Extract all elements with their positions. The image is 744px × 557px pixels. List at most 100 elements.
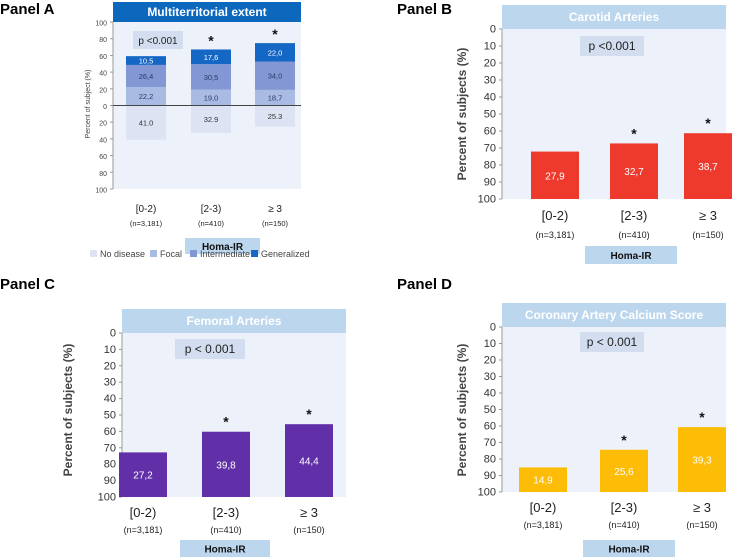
bar-segment-no-disease [255,105,295,127]
y-axis-label: Percent of subjects (%) [455,48,469,181]
chart-title: Carotid Arteries [569,10,660,24]
bar [202,431,250,497]
x-axis-label: Homa-IR [204,545,246,556]
y-tick-label: 30 [104,377,116,389]
legend-swatch [251,250,258,257]
bar-segment-intermediate [191,64,231,90]
data-label: 30,5 [204,73,219,82]
significance-star: * [705,115,711,131]
y-tick-label: 90 [104,475,116,487]
data-label: 25,6 [614,467,634,478]
y-tick-label: 80 [99,171,107,178]
bar-segment-focal [255,89,295,106]
y-tick-label: 0 [490,24,496,36]
y-tick-label: 90 [484,177,496,189]
chart-title: Multiterritorial extent [147,5,266,19]
data-label: 41.0 [139,119,154,128]
x-tick-label: [0-2) [136,204,157,215]
x-tick-label: [2-3) [213,505,240,520]
bar [678,427,726,492]
chart-title-bar [502,303,726,327]
x-axis-label-box [583,540,675,557]
p-value-box [175,339,245,359]
sample-size-label: (n=150) [262,219,289,228]
y-tick-label: 30 [484,75,496,87]
y-tick-label: 20 [104,360,116,372]
y-tick-label: 0 [490,322,496,334]
significance-star: * [621,432,627,448]
chart-title-bar [113,2,301,22]
y-tick-label: 50 [484,404,496,416]
x-tick-label: ≥ 3 [693,500,711,515]
x-tick-label: [2-3) [611,500,638,515]
y-tick-label: 100 [95,21,107,28]
legend-swatch [190,250,197,257]
data-label: 26,4 [139,72,154,81]
sample-size-label: (n=3,181) [130,219,163,228]
bar-segment-generalized [191,49,231,65]
data-label: 10,5 [139,57,154,66]
y-tick-label: 90 [484,470,496,482]
p-value-text: p < 0.001 [587,335,638,349]
bar-segment-focal [126,86,166,106]
y-tick-label: 50 [484,109,496,121]
x-tick-label: ≥ 3 [268,204,282,215]
significance-star: * [223,414,229,430]
data-label: 22,0 [268,48,283,57]
data-label: 38,7 [698,162,718,173]
y-tick-label: 60 [104,426,116,438]
data-label: 25.3 [268,112,283,121]
chart-panel-c: Panel C Femoral Arteries p < 0.001 0 10 20 30 4… [0,276,346,557]
chart-panel-d: Panel D Coronary Artery Calcium Score p < … [397,276,726,557]
y-axis-label: Percent of subjects (%) [61,344,75,477]
x-tick-label: ≥ 3 [300,505,318,520]
sample-size-label: (n=3,181) [524,520,563,530]
y-tick-label: 100 [478,487,496,499]
sample-size-label: (n=150) [293,525,324,535]
y-tick-label: 70 [484,437,496,449]
x-axis-label-box [585,246,677,264]
significance-star: * [631,125,637,141]
bar [519,467,567,492]
y-tick-label: 80 [484,454,496,466]
panel-label: Panel D [397,276,452,293]
legend-entry: Intermediate [200,249,250,259]
p-value-box [133,31,183,49]
data-label: 27,9 [545,171,565,182]
y-tick-label: 80 [104,459,116,471]
y-tick-label: 50 [104,410,116,422]
sample-size-label: (n=150) [686,520,717,530]
p-value-box [580,332,644,352]
x-tick-label: [2-3) [201,204,222,215]
data-label: 18,7 [268,94,283,103]
y-tick-label: 40 [99,137,107,144]
bar [600,449,648,492]
x-axis-label-box [180,540,270,557]
data-label: 27,2 [133,471,153,482]
y-axis-label: Percent of subjects (%) [455,344,469,477]
bar [531,151,579,199]
bar-segment-generalized [126,56,166,65]
sample-size-label: (n=410) [618,230,649,240]
chart-title: Femoral Arteries [187,314,282,328]
panel-label: Panel A [0,1,55,18]
y-tick-label: 100 [95,188,107,195]
bar-segment-intermediate [126,64,166,87]
chart-panel-a: Panel A Multiterritorial extent p <0.001 10… [0,1,310,259]
y-tick-label: 10 [484,338,496,350]
data-label: 14,9 [533,476,553,487]
y-tick-label: 60 [99,54,107,61]
p-value-box [580,36,644,56]
p-value-text: p <0.001 [138,36,178,47]
x-tick-label: [0-2) [530,500,557,515]
panel-label: Panel B [397,1,452,18]
y-tick-label: 20 [99,121,107,128]
x-axis-label: Homa-IR [202,242,244,253]
y-tick-label: 100 [98,492,116,504]
y-tick-label: 70 [104,442,116,454]
bar [610,143,658,199]
legend-swatch [90,250,97,257]
y-tick-label: 40 [99,71,107,78]
y-tick-label: 60 [484,126,496,138]
